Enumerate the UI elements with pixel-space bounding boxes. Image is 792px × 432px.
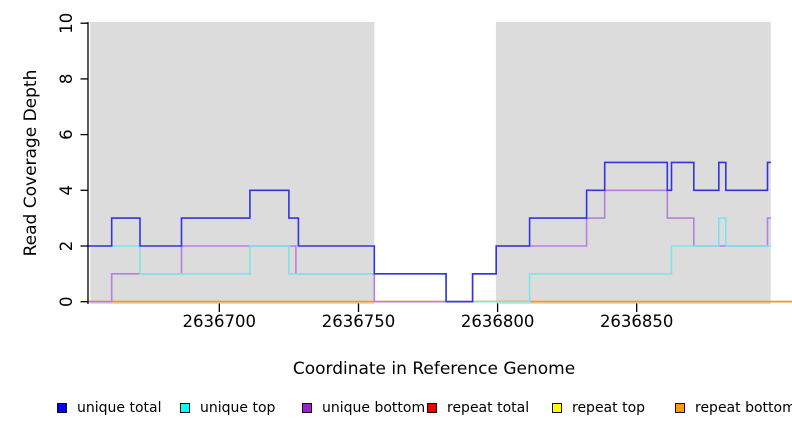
legend-swatch-repeat-total: [427, 403, 437, 413]
legend-swatch-unique-total: [57, 403, 67, 413]
y-tick-label: 10: [57, 13, 76, 34]
legend-swatch-repeat-bottom: [675, 403, 685, 413]
legend-label: unique bottom: [322, 400, 426, 416]
legend-item-repeat-total: repeat total: [427, 400, 529, 416]
x-axis-title: Coordinate in Reference Genome: [292, 359, 576, 379]
shaded-region: [90, 22, 375, 304]
legend-item-unique-total: unique total: [57, 400, 161, 416]
y-tick-label: 8: [57, 74, 76, 85]
legend-label: repeat top: [572, 400, 646, 416]
series-unique-top: [88, 217, 771, 303]
legend-swatch-unique-bottom: [302, 403, 312, 413]
x-tick-label: 2636850: [600, 312, 674, 331]
x-tick-label: 2636700: [183, 312, 257, 331]
legend-label: repeat bottom: [695, 400, 792, 416]
legend: unique total unique top unique bottom re…: [0, 398, 792, 422]
legend-swatch-unique-top: [180, 403, 190, 413]
legend-item-repeat-bottom: repeat bottom: [675, 400, 792, 416]
y-tick-label: 0: [57, 296, 76, 307]
y-tick-label: 4: [57, 185, 76, 196]
legend-label: unique top: [200, 400, 276, 416]
y-tick-label: 6: [57, 129, 76, 140]
legend-item-repeat-top: repeat top: [552, 400, 645, 416]
series-unique-total: [88, 161, 771, 303]
y-tick-label: 2: [57, 241, 76, 252]
y-axis-title: Read Coverage Depth: [21, 69, 41, 257]
legend-item-unique-bottom: unique bottom: [302, 400, 425, 416]
legend-label: unique total: [77, 400, 162, 416]
x-tick-label: 2636800: [461, 312, 535, 331]
legend-swatch-repeat-top: [552, 403, 562, 413]
legend-item-unique-top: unique top: [180, 400, 275, 416]
x-tick-label: 2636750: [322, 312, 396, 331]
legend-label: repeat total: [447, 400, 530, 416]
